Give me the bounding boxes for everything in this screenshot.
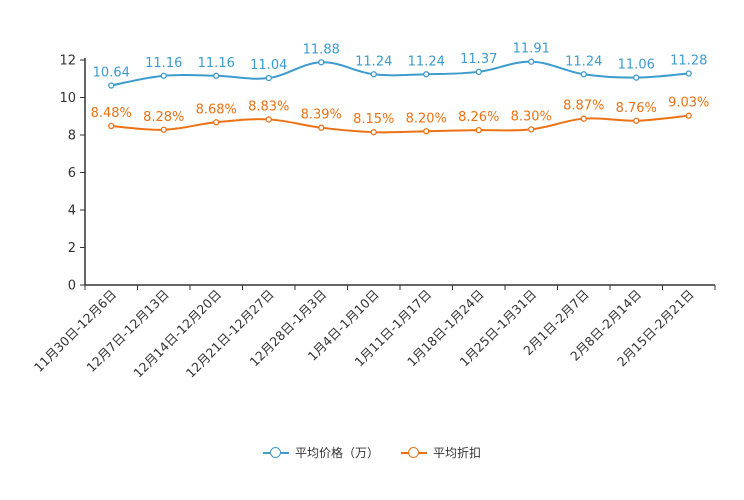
legend-marker-price-icon bbox=[262, 446, 289, 459]
data-label-discount: 8.87% bbox=[563, 99, 604, 114]
data-point-discount[interactable] bbox=[528, 126, 535, 133]
data-point-price[interactable] bbox=[528, 58, 535, 65]
data-label-discount: 9.03% bbox=[668, 96, 709, 111]
data-point-price[interactable] bbox=[265, 74, 272, 82]
x-tick-label: 12月21日-12月27日 bbox=[183, 287, 277, 381]
data-point-discount[interactable] bbox=[213, 119, 220, 126]
data-point-price[interactable] bbox=[108, 82, 115, 89]
data-label-price: 11.24 bbox=[355, 54, 392, 69]
legend-label-discount: 平均折扣 bbox=[433, 446, 482, 460]
data-label-price: 11.16 bbox=[198, 56, 235, 71]
data-point-price[interactable] bbox=[685, 70, 692, 77]
data-point-price[interactable] bbox=[370, 71, 377, 78]
y-tick-label: 2 bbox=[68, 241, 76, 256]
data-label-price: 11.88 bbox=[303, 42, 340, 57]
data-point-discount[interactable] bbox=[685, 112, 692, 119]
data-label-price: 10.64 bbox=[93, 66, 130, 81]
data-label-price: 11.04 bbox=[250, 58, 287, 73]
data-point-price[interactable] bbox=[318, 59, 325, 66]
legend-marker-discount-icon bbox=[401, 446, 427, 459]
y-tick-label: 8 bbox=[68, 129, 76, 144]
chart-legend: 平均价格（万） 平均折扣 bbox=[0, 444, 744, 461]
data-label-price: 11.24 bbox=[408, 54, 445, 69]
data-label-price: 11.28 bbox=[670, 54, 707, 69]
data-label-discount: 8.15% bbox=[353, 112, 394, 127]
y-tick-label: 0 bbox=[68, 279, 76, 294]
data-label-discount: 8.48% bbox=[91, 106, 132, 121]
data-point-discount[interactable] bbox=[580, 115, 587, 122]
data-label-price: 11.16 bbox=[145, 56, 182, 71]
data-label-discount: 8.68% bbox=[196, 102, 237, 117]
legend-item-price[interactable]: 平均价格（万） bbox=[262, 444, 379, 461]
data-point-price[interactable] bbox=[160, 72, 167, 79]
data-label-discount: 8.83% bbox=[248, 99, 289, 114]
data-label-discount: 8.30% bbox=[511, 109, 552, 124]
legend-label-price: 平均价格（万） bbox=[294, 446, 379, 460]
data-label-discount: 8.28% bbox=[143, 110, 184, 125]
data-point-discount[interactable] bbox=[160, 126, 167, 133]
data-label-price: 11.91 bbox=[513, 42, 550, 57]
data-label-discount: 8.76% bbox=[616, 101, 657, 116]
data-point-discount[interactable] bbox=[108, 122, 115, 130]
data-label-discount: 8.39% bbox=[301, 108, 342, 123]
data-point-discount[interactable] bbox=[475, 126, 482, 134]
data-label-price: 11.24 bbox=[565, 54, 602, 69]
y-tick-label: 10 bbox=[59, 91, 76, 106]
x-tick-label: 12月14日-12月20日 bbox=[130, 287, 224, 381]
y-tick-label: 12 bbox=[59, 54, 76, 69]
data-point-discount[interactable] bbox=[423, 128, 430, 135]
series-line-price bbox=[111, 60, 689, 87]
data-point-discount[interactable] bbox=[633, 117, 640, 124]
data-point-price[interactable] bbox=[633, 74, 640, 81]
data-label-discount: 8.26% bbox=[458, 110, 499, 125]
legend-item-discount[interactable]: 平均折扣 bbox=[401, 444, 481, 461]
series-line-discount bbox=[111, 114, 689, 134]
data-label-price: 11.06 bbox=[618, 58, 655, 73]
data-point-price[interactable] bbox=[213, 72, 220, 79]
data-point-price[interactable] bbox=[423, 71, 430, 78]
data-label-price: 11.37 bbox=[460, 52, 497, 67]
data-point-discount[interactable] bbox=[265, 116, 272, 123]
data-point-price[interactable] bbox=[580, 71, 587, 78]
data-label-discount: 8.20% bbox=[406, 111, 447, 126]
data-point-price[interactable] bbox=[475, 68, 482, 75]
y-tick-label: 6 bbox=[68, 166, 76, 181]
data-point-discount[interactable] bbox=[318, 124, 325, 131]
data-point-discount[interactable] bbox=[370, 129, 377, 136]
y-tick-label: 4 bbox=[68, 204, 76, 219]
